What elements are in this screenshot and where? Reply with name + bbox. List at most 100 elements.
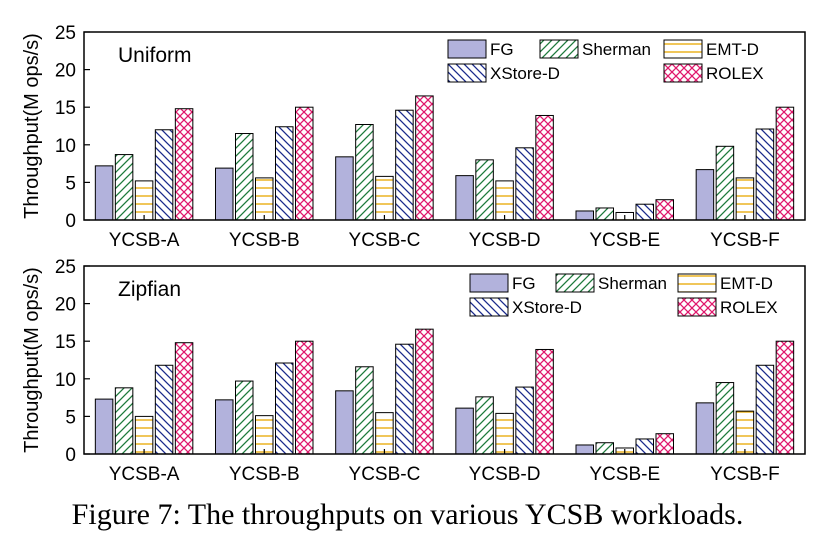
bar-zipfian-ycsb-d-sherman — [475, 396, 494, 455]
bar-zipfian-ycsb-c-fg — [335, 390, 354, 455]
bar-zipfian-ycsb-f-xstore-d — [755, 364, 775, 455]
bar-uniform-ycsb-c-emt-d — [375, 175, 394, 221]
y-tick-label-0: 0 — [65, 211, 76, 232]
bar-zipfian-ycsb-b-rolex — [295, 340, 314, 455]
bar-zipfian-ycsb-e-sherman — [595, 442, 614, 455]
legend-swatch-sherman — [539, 39, 579, 59]
bar-zipfian-ycsb-d-xstore-d — [515, 386, 534, 455]
bar-zipfian-ycsb-a-fg — [94, 398, 114, 455]
legend-label-emt-d: EMT-D — [706, 40, 759, 59]
y-tick-label-10: 10 — [55, 370, 76, 391]
bar-uniform-ycsb-e-xstore-d — [635, 203, 654, 221]
bar-uniform-ycsb-f-xstore-d — [755, 128, 775, 221]
bar-uniform-ycsb-f-fg — [695, 169, 715, 221]
bar-zipfian-ycsb-c-emt-d — [375, 412, 394, 455]
bar-zipfian-ycsb-e-fg — [575, 444, 594, 455]
x-tick-label-ycsb-d: YCSB-D — [469, 230, 541, 251]
bar-uniform-ycsb-b-rolex — [295, 106, 314, 221]
legend-swatch-xstore-d — [469, 297, 509, 317]
chart-panel-zipfian: YCSB-A YCSB-B YCSB-C YCSB-D YCSB-E YCSB-F 0 5 10… — [21, 257, 806, 485]
legend-label-fg: FG — [512, 274, 536, 293]
legend-label-xstore-d: XStore-D — [490, 64, 560, 83]
legend-swatch-sherman — [555, 273, 595, 293]
bar-uniform-ycsb-b-xstore-d — [275, 126, 294, 221]
bar-zipfian-ycsb-c-rolex — [415, 328, 434, 455]
bar-zipfian-ycsb-b-emt-d — [255, 415, 274, 455]
x-tick-label-ycsb-f: YCSB-F — [710, 464, 780, 485]
plot-frame — [83, 31, 806, 221]
legend-swatch-xstore-d — [447, 63, 487, 83]
x-tick-label-ycsb-c: YCSB-C — [349, 464, 421, 485]
bar-zipfian-ycsb-b-sherman — [235, 380, 254, 455]
y-axis-label: Throughput(M ops/s) — [21, 33, 43, 219]
bar-uniform-ycsb-d-rolex — [535, 114, 554, 221]
bar-zipfian-ycsb-b-fg — [215, 399, 234, 455]
bar-zipfian-ycsb-f-emt-d — [735, 410, 755, 455]
bar-uniform-ycsb-b-fg — [215, 167, 234, 221]
x-tick-label-ycsb-a: YCSB-A — [109, 230, 180, 251]
bar-zipfian-ycsb-d-emt-d — [495, 412, 514, 455]
bar-uniform-ycsb-c-fg — [335, 156, 354, 221]
y-tick-label-15: 15 — [55, 98, 76, 119]
bar-zipfian-ycsb-f-sherman — [715, 382, 735, 455]
figure-caption: Figure 7: The throughputs on various YCS… — [71, 498, 744, 531]
bar-zipfian-ycsb-d-rolex — [535, 348, 554, 455]
bar-zipfian-ycsb-a-rolex — [174, 342, 194, 455]
x-tick-label-ycsb-b: YCSB-B — [229, 230, 300, 251]
y-tick-label-15: 15 — [55, 332, 76, 353]
legend-label-rolex: ROLEX — [720, 298, 778, 317]
plot-frame — [83, 265, 806, 455]
bar-uniform-ycsb-d-emt-d — [495, 180, 514, 221]
y-tick-label-25: 25 — [55, 257, 76, 278]
bar-uniform-ycsb-b-sherman — [235, 133, 254, 221]
bar-uniform-ycsb-e-fg — [575, 210, 594, 221]
legend-swatch-rolex — [677, 297, 717, 317]
y-tick-label-5: 5 — [65, 173, 76, 194]
y-tick-label-5: 5 — [65, 407, 76, 428]
bar-uniform-ycsb-d-sherman — [475, 159, 494, 221]
bar-zipfian-ycsb-e-xstore-d — [635, 438, 654, 455]
bar-uniform-ycsb-a-xstore-d — [154, 129, 174, 221]
bar-zipfian-ycsb-a-emt-d — [134, 415, 154, 455]
bar-zipfian-ycsb-a-sherman — [114, 387, 134, 455]
x-tick-label-ycsb-d: YCSB-D — [469, 464, 541, 485]
bar-zipfian-ycsb-c-xstore-d — [395, 343, 414, 455]
legend-swatch-rolex — [663, 63, 703, 83]
bar-zipfian-ycsb-c-sherman — [355, 366, 374, 455]
bar-zipfian-ycsb-e-rolex — [655, 433, 674, 455]
legend-label-emt-d: EMT-D — [720, 274, 773, 293]
chart-title: Zipfian — [118, 278, 181, 301]
bar-uniform-ycsb-c-sherman — [355, 123, 374, 221]
y-tick-label-20: 20 — [55, 295, 76, 316]
bar-uniform-ycsb-a-fg — [94, 165, 114, 221]
y-tick-label-25: 25 — [55, 23, 76, 44]
bar-uniform-ycsb-f-sherman — [715, 145, 735, 221]
bar-uniform-ycsb-c-rolex — [415, 95, 434, 221]
bar-uniform-ycsb-d-fg — [455, 175, 474, 221]
y-axis-label: Throughput(M ops/s) — [21, 267, 43, 453]
legend-label-xstore-d: XStore-D — [512, 298, 582, 317]
bar-uniform-ycsb-d-xstore-d — [515, 147, 534, 221]
legend-swatch-fg — [469, 273, 509, 293]
x-tick-label-ycsb-a: YCSB-A — [109, 464, 180, 485]
x-tick-label-ycsb-c: YCSB-C — [349, 230, 421, 251]
bar-uniform-ycsb-c-xstore-d — [395, 109, 414, 221]
y-tick-label-20: 20 — [55, 61, 76, 82]
chart-panel-uniform: YCSB-A YCSB-B YCSB-C YCSB-D YCSB-E YCSB-F 0 5 10… — [21, 23, 806, 251]
bar-zipfian-ycsb-a-xstore-d — [154, 364, 174, 455]
y-tick-label-10: 10 — [55, 136, 76, 157]
x-tick-label-ycsb-e: YCSB-E — [589, 230, 660, 251]
legend-swatch-emt-d — [663, 39, 703, 59]
x-tick-label-ycsb-f: YCSB-F — [710, 230, 780, 251]
legend-label-fg: FG — [490, 40, 514, 59]
bar-uniform-ycsb-b-emt-d — [255, 177, 274, 221]
bar-uniform-ycsb-f-emt-d — [735, 177, 755, 221]
bar-zipfian-ycsb-f-fg — [695, 402, 715, 455]
bar-uniform-ycsb-f-rolex — [775, 106, 795, 221]
bar-uniform-ycsb-e-sherman — [595, 207, 614, 221]
bar-zipfian-ycsb-d-fg — [455, 407, 474, 455]
bar-uniform-ycsb-a-emt-d — [134, 180, 154, 221]
legend-label-rolex: ROLEX — [706, 64, 764, 83]
legend-label-sherman: Sherman — [598, 274, 667, 293]
bar-uniform-ycsb-a-rolex — [174, 108, 194, 221]
